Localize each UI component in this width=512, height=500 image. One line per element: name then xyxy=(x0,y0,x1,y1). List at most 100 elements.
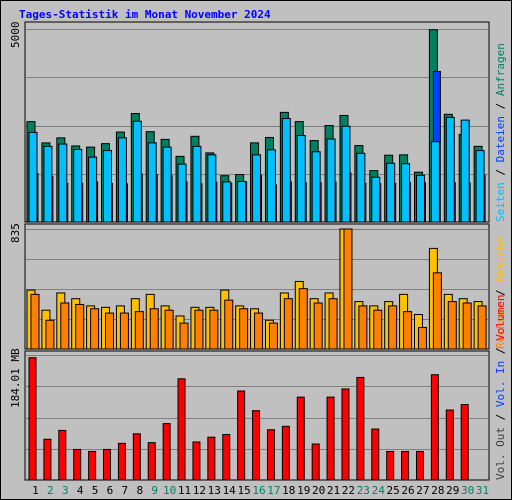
legend-visitors: Besuche xyxy=(494,236,507,283)
bar-seiten-24 xyxy=(371,176,381,223)
bar-rechner-13 xyxy=(209,309,219,350)
bar-seiten-12 xyxy=(192,145,202,223)
legend-volume: Volumen xyxy=(494,294,507,341)
bar-seiten-30 xyxy=(460,119,470,223)
day-label-1: 1 xyxy=(32,484,39,497)
day-label-6: 6 xyxy=(107,484,114,497)
day-label-18: 18 xyxy=(282,484,295,497)
day-label-28: 28 xyxy=(431,484,444,497)
bar-rechner-25 xyxy=(388,305,398,350)
bar-volumen-1 xyxy=(28,357,37,481)
bar-volumen-17 xyxy=(266,429,275,481)
bar-seiten-2 xyxy=(43,145,53,223)
bar-seiten-10 xyxy=(162,146,172,223)
bar-seiten-6 xyxy=(103,150,113,223)
day-label-23: 23 xyxy=(357,484,370,497)
bar-rechner-6 xyxy=(105,312,115,350)
bar-seiten-11 xyxy=(177,163,187,223)
bar-volumen-25 xyxy=(386,450,395,481)
ymax-label-bottom: 184.01 MB xyxy=(9,348,22,408)
bar-rechner-27 xyxy=(417,326,427,350)
bar-rechner-26 xyxy=(403,311,413,350)
bar-volumen-11 xyxy=(177,378,186,481)
bar-rechner-22 xyxy=(343,228,353,350)
legend-hits: Anfragen xyxy=(494,43,507,97)
bar-rechner-18 xyxy=(283,298,293,350)
bar-seiten-7 xyxy=(117,137,127,223)
bar-seiten-18 xyxy=(281,118,291,223)
legend-files: Dateien xyxy=(494,116,507,163)
bar-rechner-11 xyxy=(179,322,189,350)
bar-rechner-2 xyxy=(45,319,55,350)
bar-volumen-8 xyxy=(132,433,141,481)
bar-volumen-13 xyxy=(207,436,216,481)
bar-rechner-3 xyxy=(60,302,70,350)
bar-volumen-4 xyxy=(73,448,82,481)
bar-volumen-29 xyxy=(445,409,454,481)
bar-seiten-3 xyxy=(58,143,68,223)
day-label-27: 27 xyxy=(416,484,429,497)
day-label-13: 13 xyxy=(208,484,221,497)
bar-volumen-24 xyxy=(371,428,380,481)
bar-rechner-23 xyxy=(358,305,368,350)
bar-volumen-16 xyxy=(252,410,261,481)
bar-volumen-22 xyxy=(341,388,350,481)
chart-title: Tages-Statistik im Monat November 2024 xyxy=(19,8,271,21)
bar-seiten-31 xyxy=(475,150,485,223)
bar-rechner-15 xyxy=(239,308,249,350)
bar-volumen-9 xyxy=(147,442,156,481)
day-label-19: 19 xyxy=(297,484,310,497)
day-label-21: 21 xyxy=(327,484,340,497)
bar-seiten-27 xyxy=(415,174,425,223)
bar-volumen-30 xyxy=(460,404,469,481)
bar-seiten-9 xyxy=(147,142,157,223)
day-label-2: 2 xyxy=(47,484,54,497)
bar-seiten-22 xyxy=(341,125,351,223)
bar-rechner-24 xyxy=(373,309,383,350)
bar-rechner-14 xyxy=(224,299,234,350)
bar-volumen-27 xyxy=(415,450,424,481)
bar-rechner-1 xyxy=(30,293,40,350)
day-label-14: 14 xyxy=(223,484,237,497)
day-label-8: 8 xyxy=(136,484,143,497)
bar-rechner-17 xyxy=(268,322,278,350)
bar-volumen-18 xyxy=(281,425,290,481)
day-label-5: 5 xyxy=(92,484,99,497)
bar-seiten-8 xyxy=(132,120,142,223)
bar-rechner-10 xyxy=(164,309,174,350)
bar-volumen-5 xyxy=(88,450,97,481)
day-label-16: 16 xyxy=(252,484,265,497)
day-label-9: 9 xyxy=(151,484,158,497)
bar-seiten-28 xyxy=(430,141,440,223)
ymax-label-top: 5000 xyxy=(9,21,22,49)
bar-volumen-14 xyxy=(222,433,231,481)
bar-volumen-28 xyxy=(430,374,439,481)
bar-volumen-2 xyxy=(43,438,52,481)
legend-visits: Seiten xyxy=(494,182,507,222)
bar-seiten-15 xyxy=(237,180,247,223)
bar-rechner-30 xyxy=(462,302,472,350)
legend-vol-in: Vol. In xyxy=(494,360,507,408)
bar-volumen-21 xyxy=(326,396,335,481)
day-label-17: 17 xyxy=(267,484,280,497)
legend-top-panel: Seiten / Dateien / Anfragen xyxy=(494,43,507,222)
day-label-20: 20 xyxy=(312,484,325,497)
legend-bottom-panel: Vol. Out / Vol. In / Volumen xyxy=(494,294,507,480)
bar-volumen-26 xyxy=(401,450,410,481)
bar-seiten-16 xyxy=(252,154,262,223)
day-label-3: 3 xyxy=(62,484,69,497)
bar-rechner-20 xyxy=(313,302,323,350)
bar-rechner-16 xyxy=(254,312,264,350)
day-label-12: 12 xyxy=(193,484,206,497)
bar-seiten-1 xyxy=(28,131,38,223)
bar-rechner-5 xyxy=(90,308,100,350)
bar-rechner-28 xyxy=(432,272,442,350)
bar-seiten-21 xyxy=(326,138,336,223)
bar-rechner-12 xyxy=(194,309,204,350)
bar-volumen-10 xyxy=(162,423,171,481)
bar-volumen-7 xyxy=(117,442,126,481)
ymax-label-mid: 835 xyxy=(9,223,22,243)
day-label-22: 22 xyxy=(342,484,355,497)
